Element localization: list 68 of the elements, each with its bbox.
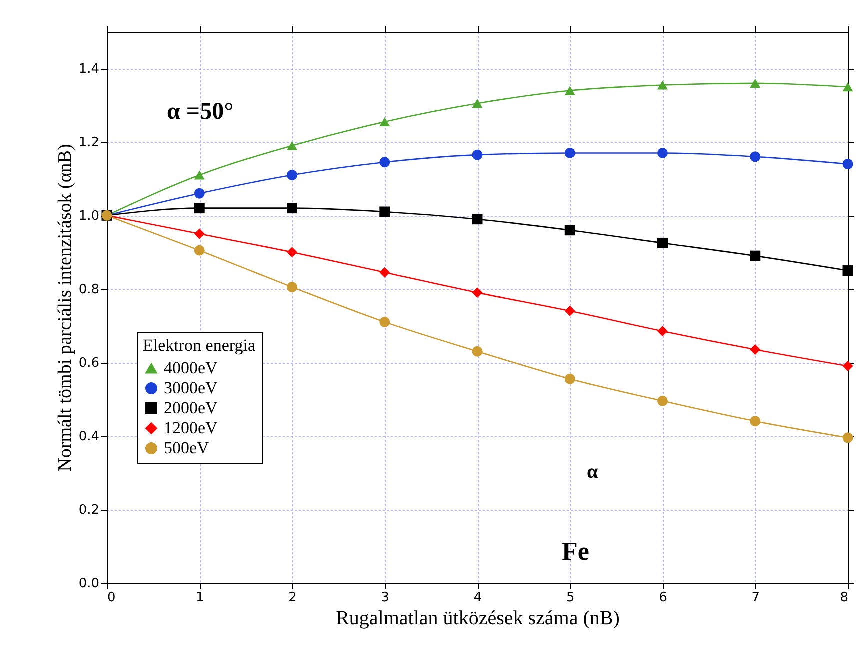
legend-label: 4000eV <box>164 358 219 378</box>
y-tick-label: 1.4 <box>78 62 100 78</box>
point <box>472 346 483 357</box>
point <box>287 247 298 258</box>
point <box>842 82 854 92</box>
x-tick-label: 8 <box>840 590 848 606</box>
point <box>750 78 761 88</box>
annotation: α =50° <box>167 99 234 125</box>
legend-label: 500eV <box>164 438 210 458</box>
y-tick-label: 0.6 <box>78 356 100 372</box>
point <box>472 288 483 298</box>
point <box>472 99 483 108</box>
point <box>564 306 576 316</box>
point <box>842 432 854 444</box>
point <box>750 344 761 355</box>
legend-label: 2000eV <box>164 398 219 418</box>
point <box>658 148 668 158</box>
point <box>842 361 854 372</box>
point <box>380 206 390 218</box>
point <box>658 80 668 90</box>
x-tick-label: 0 <box>108 590 116 606</box>
point <box>380 267 390 278</box>
annotation: Fe <box>562 537 590 566</box>
y-tick-label: 0.2 <box>78 503 100 518</box>
point <box>658 396 668 406</box>
y-tick-label: 0.0 <box>78 576 100 592</box>
point <box>750 152 761 162</box>
y-tick-label: 1.0 <box>78 209 100 224</box>
point <box>564 148 576 158</box>
point <box>750 250 761 262</box>
point <box>194 228 205 240</box>
point <box>287 141 298 150</box>
annotation: α <box>587 461 598 483</box>
point <box>380 316 390 328</box>
x-tick-label: 1 <box>196 590 204 606</box>
point <box>842 159 854 170</box>
y-tick-label: 1.2 <box>78 136 100 151</box>
y-axis-title: Normált tömbi parciális intenzitások (αnB) <box>54 144 76 472</box>
y-tick-label: 0.4 <box>78 430 100 445</box>
point <box>194 188 205 199</box>
x-tick-label: 6 <box>659 590 668 606</box>
point <box>287 203 298 214</box>
legend-label: 3000eV <box>164 378 219 398</box>
point <box>287 170 298 180</box>
point <box>658 326 668 337</box>
legend-label: 1200eV <box>164 418 219 438</box>
point <box>564 86 576 96</box>
x-tick-label: 3 <box>381 590 390 606</box>
point <box>194 245 205 256</box>
point <box>472 150 483 160</box>
point <box>750 416 761 427</box>
point <box>287 282 298 293</box>
point <box>472 214 483 225</box>
point <box>658 238 668 248</box>
x-tick-label: 7 <box>752 590 760 606</box>
x-tick-label: 4 <box>474 590 482 606</box>
point <box>380 157 390 168</box>
point <box>194 203 205 214</box>
point <box>380 117 390 127</box>
point <box>564 374 576 384</box>
point <box>842 266 854 276</box>
legend-title: Elektron energia <box>143 336 256 355</box>
x-tick-label: 2 <box>288 590 297 606</box>
point <box>194 170 205 180</box>
x-axis-title: Rugalmatlan ütközések száma (nB) <box>336 608 620 630</box>
y-tick-label: 0.8 <box>78 282 100 298</box>
point <box>564 225 576 236</box>
x-tick-label: 5 <box>566 590 575 606</box>
